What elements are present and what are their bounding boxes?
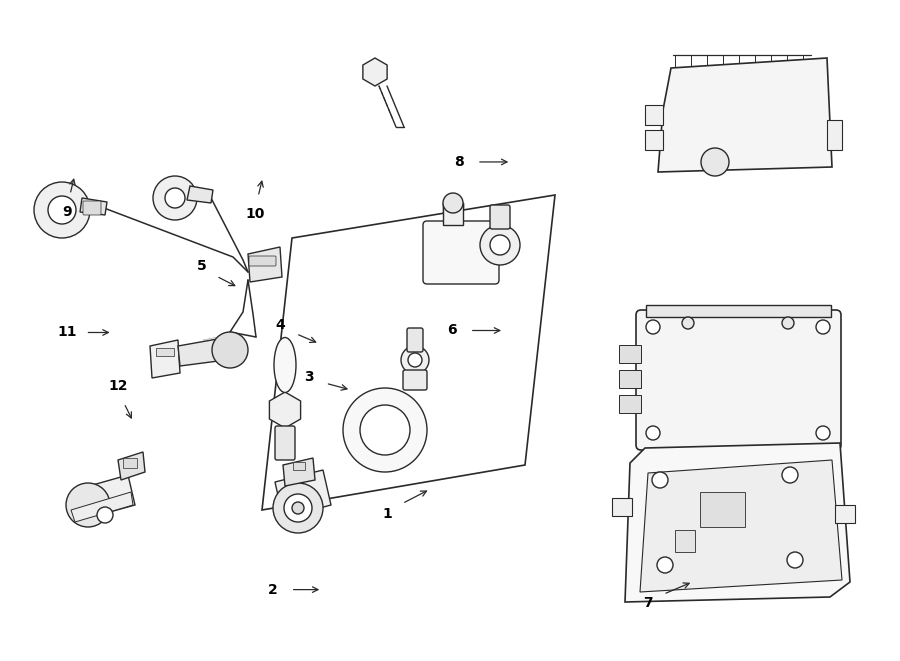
Bar	[827, 120, 842, 150]
Circle shape	[66, 483, 110, 527]
Circle shape	[682, 317, 694, 329]
Polygon shape	[363, 58, 387, 86]
Polygon shape	[262, 195, 555, 510]
Bar	[675, 530, 695, 552]
Text: 12: 12	[108, 379, 128, 393]
FancyBboxPatch shape	[275, 426, 295, 460]
Bar	[645, 130, 663, 150]
Circle shape	[782, 467, 798, 483]
Circle shape	[97, 507, 113, 523]
Polygon shape	[275, 470, 331, 518]
Ellipse shape	[274, 338, 296, 393]
Text: 5: 5	[197, 259, 206, 273]
Text: 7: 7	[643, 596, 652, 610]
Circle shape	[646, 426, 660, 440]
Circle shape	[701, 148, 729, 176]
Text: 3: 3	[304, 370, 313, 384]
Circle shape	[165, 188, 185, 208]
Text: 2: 2	[268, 582, 277, 597]
Circle shape	[816, 320, 830, 334]
FancyBboxPatch shape	[249, 256, 276, 266]
Circle shape	[273, 483, 323, 533]
Circle shape	[401, 346, 429, 374]
FancyBboxPatch shape	[407, 328, 423, 352]
Polygon shape	[80, 198, 107, 215]
Text: 6: 6	[447, 323, 456, 338]
Polygon shape	[71, 492, 133, 522]
FancyBboxPatch shape	[490, 205, 510, 229]
Text: 11: 11	[58, 325, 77, 340]
Circle shape	[490, 235, 510, 255]
Polygon shape	[178, 338, 226, 366]
Circle shape	[782, 317, 794, 329]
Polygon shape	[118, 452, 145, 480]
Circle shape	[343, 388, 427, 472]
Circle shape	[284, 494, 312, 522]
Text: 1: 1	[382, 507, 392, 521]
Polygon shape	[443, 203, 463, 225]
Bar	[645, 105, 663, 125]
Bar	[619, 370, 641, 388]
Bar	[123, 458, 137, 468]
Polygon shape	[248, 247, 282, 282]
Polygon shape	[150, 340, 180, 378]
Circle shape	[657, 557, 673, 573]
Polygon shape	[640, 460, 842, 592]
Circle shape	[212, 332, 248, 368]
Polygon shape	[269, 392, 301, 428]
Bar	[835, 505, 855, 523]
Circle shape	[443, 193, 463, 213]
Polygon shape	[625, 443, 850, 602]
FancyBboxPatch shape	[83, 201, 101, 215]
Bar	[700, 492, 745, 527]
Bar	[612, 498, 632, 516]
FancyBboxPatch shape	[423, 221, 499, 284]
Circle shape	[652, 472, 668, 488]
Text: 10: 10	[246, 208, 265, 221]
Bar	[619, 345, 641, 363]
Circle shape	[480, 225, 520, 265]
Circle shape	[48, 196, 76, 224]
Bar	[293, 462, 305, 470]
Circle shape	[816, 426, 830, 440]
Bar	[156, 348, 174, 356]
Circle shape	[408, 353, 422, 367]
Circle shape	[360, 405, 410, 455]
Polygon shape	[283, 458, 315, 486]
Circle shape	[787, 552, 803, 568]
FancyBboxPatch shape	[403, 370, 427, 390]
Circle shape	[292, 502, 304, 514]
Circle shape	[646, 320, 660, 334]
FancyBboxPatch shape	[636, 310, 841, 450]
Text: 8: 8	[454, 155, 464, 169]
Circle shape	[34, 182, 90, 238]
Bar	[646, 305, 831, 317]
Polygon shape	[658, 58, 832, 172]
Text: 9: 9	[62, 206, 72, 219]
Polygon shape	[187, 186, 213, 203]
Circle shape	[153, 176, 197, 220]
Bar	[619, 395, 641, 413]
Polygon shape	[75, 475, 135, 520]
Text: 4: 4	[275, 318, 285, 332]
